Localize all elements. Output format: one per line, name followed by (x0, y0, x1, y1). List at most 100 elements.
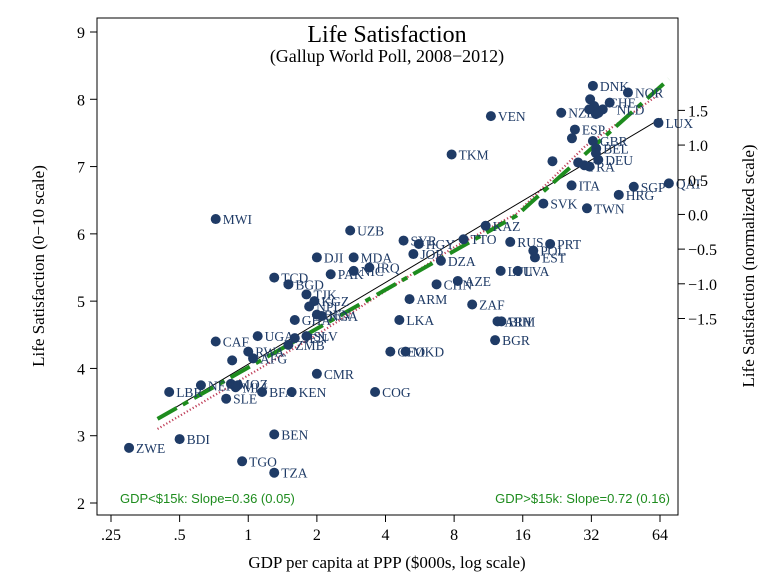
point-label: TWN (594, 201, 625, 216)
data-point (227, 355, 238, 366)
point-label: AFG (260, 351, 287, 366)
y2-tick-label: −0.5 (688, 242, 717, 259)
x-tick-label: .25 (101, 527, 121, 544)
data-point (663, 178, 674, 189)
x-tick-label: 4 (382, 527, 390, 544)
data-point (566, 133, 577, 144)
data-point (289, 314, 300, 325)
point-label: ZWE (136, 441, 165, 456)
point-label: AZE (465, 274, 491, 289)
data-point (584, 104, 595, 115)
data-point (325, 269, 336, 280)
data-point (404, 294, 415, 305)
data-point (237, 456, 248, 467)
point-label: BEN (324, 308, 351, 323)
point-label: PRT (557, 237, 582, 252)
data-point (232, 380, 243, 391)
point-label: ZAF (479, 298, 505, 313)
data-point (269, 272, 280, 283)
point-label: GHA (302, 313, 331, 328)
point-label: MDA (361, 250, 393, 265)
data-point (210, 336, 221, 347)
data-point (195, 380, 206, 391)
point-label: NZL (568, 106, 594, 121)
x-tick-label: 64 (652, 527, 668, 544)
y-tick-label: 6 (77, 227, 85, 244)
x-axis: .25 .5 1 2 4 8 16 32 64 (101, 515, 668, 544)
point-label: TZA (281, 466, 307, 481)
point-label: JOR (420, 247, 444, 262)
point-label: NPL (316, 300, 342, 315)
data-point (283, 339, 294, 350)
point-label: BEL (603, 141, 629, 156)
data-point (435, 255, 446, 266)
x-tick-label: 8 (450, 527, 458, 544)
data-point (581, 203, 592, 214)
point-label: UGA (265, 329, 294, 344)
data-point (174, 434, 185, 445)
point-label: SVK (550, 197, 577, 212)
data-point (593, 154, 604, 165)
point-label: CAF (223, 335, 250, 350)
point-label: NOR (635, 86, 664, 101)
point-label: POL (540, 244, 566, 259)
data-point (364, 262, 375, 273)
point-label: VEN (498, 109, 526, 124)
point-label: SEN (302, 331, 328, 346)
note-low-gdp: GDP<$15k: Slope=0.36 (0.05) (120, 491, 295, 506)
data-point (573, 157, 584, 168)
y2-tick-label: 1.5 (688, 103, 708, 120)
point-label: IRQ (376, 261, 400, 276)
point-label: ARM (505, 314, 536, 329)
data-point (269, 467, 280, 478)
point-label: NGA (329, 309, 358, 324)
y-tick-label: 5 (77, 294, 85, 311)
point-label: KEN (299, 385, 327, 400)
y2-tick-label: 1.0 (688, 138, 708, 155)
data-point (400, 346, 411, 357)
point-label: HGY (426, 237, 455, 252)
data-point (556, 107, 567, 118)
point-label: UZB (357, 223, 384, 238)
data-point (394, 314, 405, 325)
data-point (413, 238, 424, 249)
point-label: DZA (448, 254, 476, 269)
data-point (283, 279, 294, 290)
data-point (593, 107, 604, 118)
point-label: LUX (665, 116, 693, 131)
data-point (467, 299, 478, 310)
chart-subtitle: (Gallup World Poll, 2008−2012) (270, 46, 504, 67)
point-label: LTU (508, 264, 533, 279)
data-point (301, 289, 312, 300)
data-point (398, 235, 409, 246)
x-tick-label: 1 (244, 527, 252, 544)
data-point (301, 331, 312, 342)
data-points (124, 80, 674, 478)
point-label: MKD (413, 345, 445, 360)
y2-tick-label: −1.5 (688, 311, 717, 328)
data-point (485, 111, 496, 122)
point-label: EST (542, 250, 567, 265)
x-axis-title: GDP per capita at PPP ($000s, log scale) (248, 553, 525, 572)
data-point (547, 156, 558, 167)
point-label: TCD (281, 271, 308, 286)
point-label: BFA (269, 385, 295, 400)
data-point (316, 310, 327, 321)
y2-tick-label: −1.0 (688, 277, 717, 294)
data-point (252, 331, 263, 342)
y-tick-label: 9 (77, 25, 85, 42)
data-point (269, 429, 280, 440)
point-label: TKM (459, 147, 489, 162)
data-point (385, 346, 396, 357)
data-point (210, 214, 221, 225)
point-label: BEN (281, 427, 308, 442)
data-point (538, 198, 549, 209)
point-label: TJK (313, 287, 337, 302)
data-point (452, 275, 463, 286)
data-point (408, 249, 419, 260)
y-tick-label: 3 (77, 429, 85, 446)
point-label: DNK (600, 79, 629, 94)
x-tick-label: 16 (515, 527, 531, 544)
